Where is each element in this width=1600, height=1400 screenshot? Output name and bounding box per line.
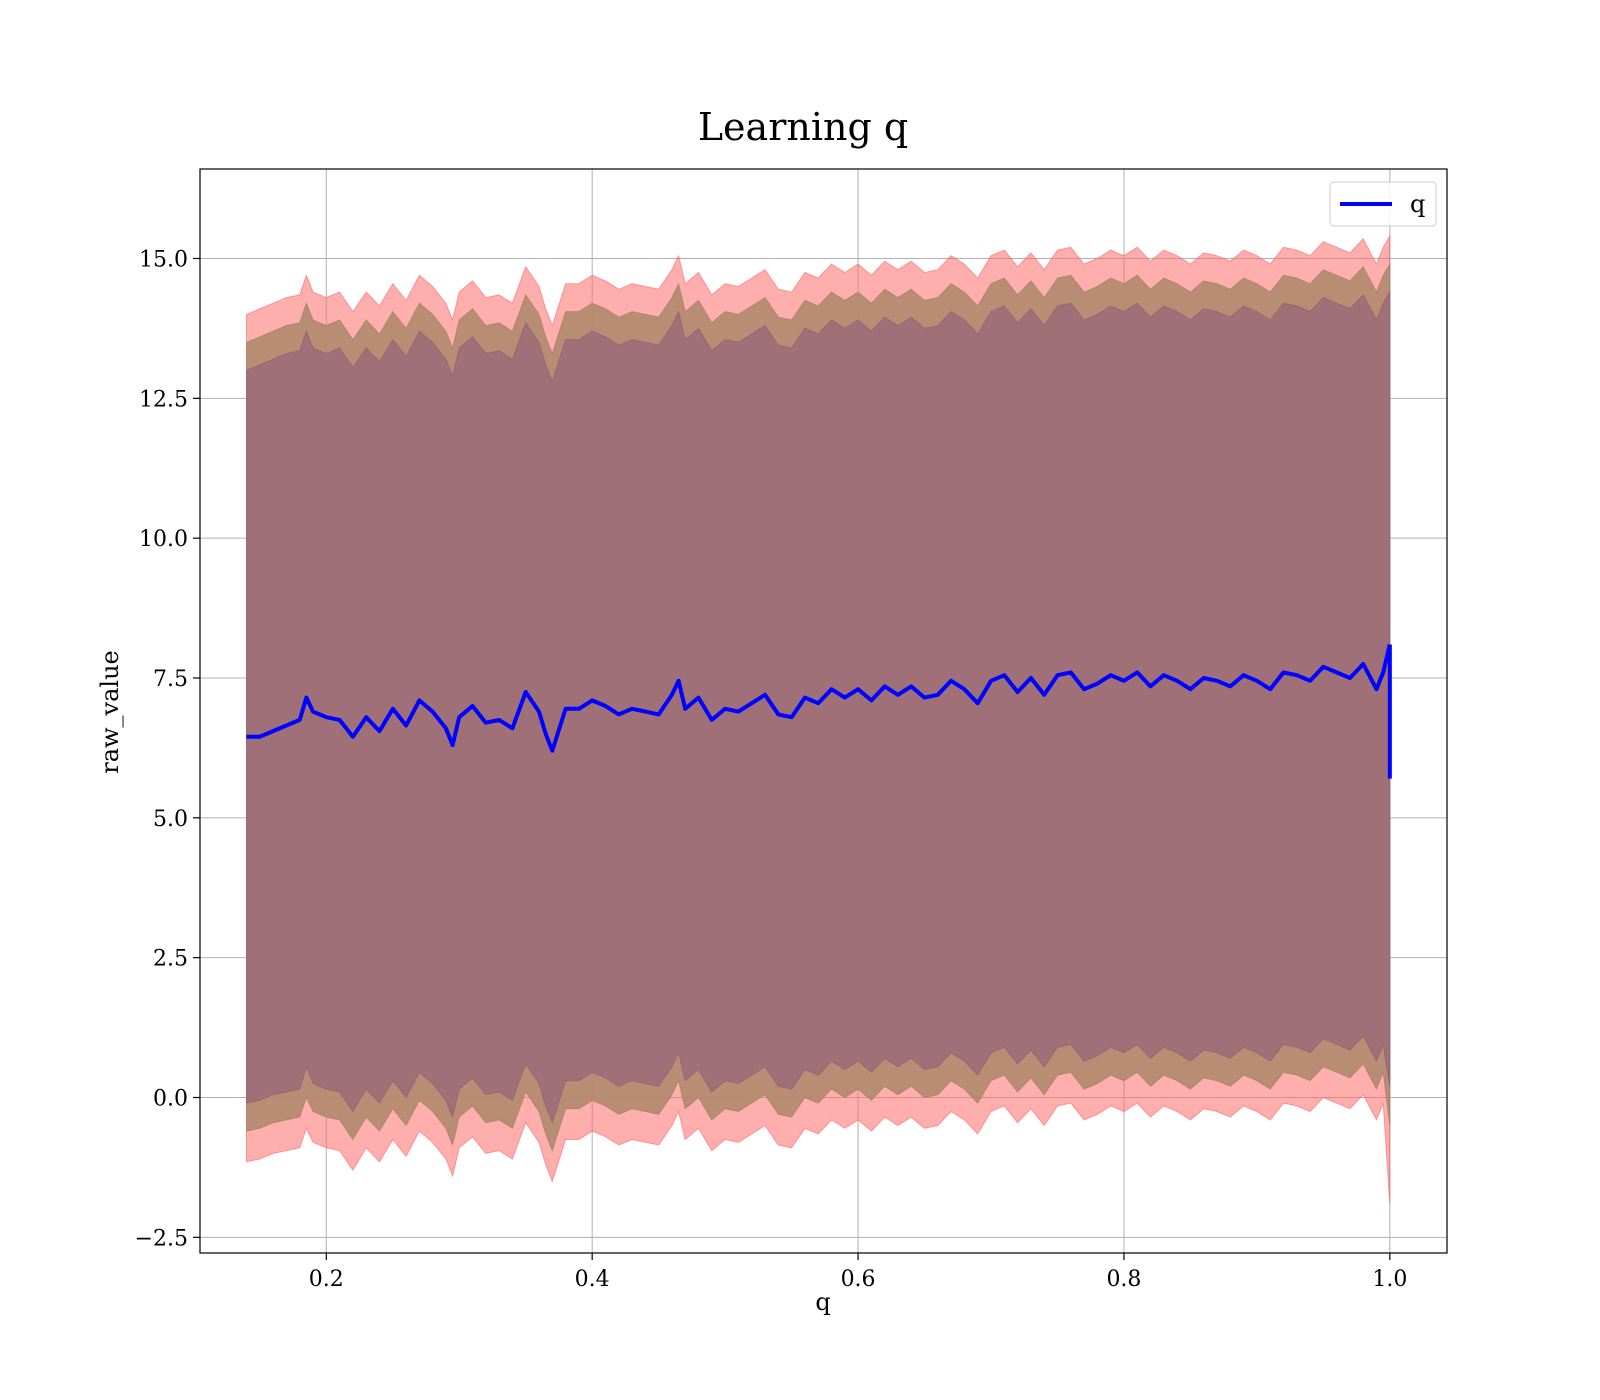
confidence-bands (246, 234, 1391, 1204)
y-tick-label: 15.0 (139, 247, 188, 272)
q-series (246, 643, 1392, 779)
y-tick-label: 12.5 (139, 387, 188, 412)
x-tick-label: 0.8 (1106, 1267, 1141, 1292)
chart-title: Learning q (698, 105, 908, 149)
legend-label-q: q (1410, 190, 1425, 218)
x-tick-label: 0.4 (575, 1267, 610, 1292)
x-tick-label: 0.2 (309, 1267, 344, 1292)
y-tick-label: 5.0 (153, 807, 188, 832)
y-tick-label: 7.5 (153, 667, 188, 692)
y-axis-label: raw_value (96, 650, 124, 774)
plot-frame (199, 168, 1448, 1254)
axis-ticks: 0.2 0.4 0.6 0.8 1.0 −2.5 0.0 2.5 5.0 7.5 10.0 12.5 1… (135, 247, 1408, 1292)
x-tick-label: 1.0 (1372, 1267, 1407, 1292)
y-tick-label: −2.5 (135, 1226, 188, 1251)
y-tick-label: 10.0 (139, 527, 188, 552)
x-axis-label: q (815, 1288, 830, 1316)
q-line (246, 643, 1392, 753)
y-tick-label: 0.0 (153, 1087, 188, 1112)
legend: q (1329, 181, 1437, 227)
y-tick-label: 2.5 (153, 947, 188, 972)
x-tick-label: 0.6 (841, 1267, 876, 1292)
band-inner (246, 290, 1391, 1125)
